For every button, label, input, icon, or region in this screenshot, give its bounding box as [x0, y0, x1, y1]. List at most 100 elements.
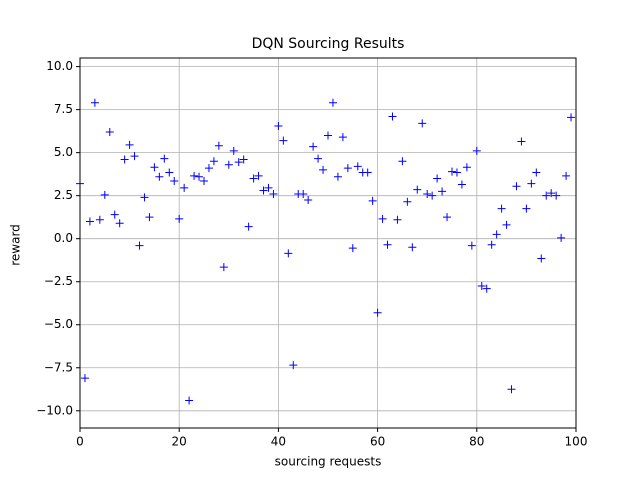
point	[105, 128, 114, 136]
point	[130, 152, 139, 161]
point	[467, 241, 476, 250]
point	[95, 215, 104, 224]
x-tick-label: 40	[271, 435, 286, 449]
x-tick-label: 80	[469, 435, 484, 449]
point	[547, 189, 556, 198]
point	[512, 182, 521, 191]
point	[115, 219, 124, 228]
point	[209, 157, 218, 166]
point	[368, 196, 377, 205]
point	[274, 121, 283, 130]
point	[423, 189, 432, 198]
point	[353, 162, 362, 171]
point	[224, 160, 233, 169]
point	[333, 172, 342, 181]
point	[120, 155, 129, 164]
point	[170, 177, 179, 186]
point	[125, 140, 134, 149]
point	[309, 142, 318, 151]
point	[487, 240, 496, 249]
point	[314, 154, 323, 163]
point	[452, 168, 461, 177]
point	[264, 183, 273, 192]
point	[145, 213, 154, 222]
point	[110, 210, 119, 219]
point	[229, 146, 238, 155]
x-tick-label: 20	[172, 435, 187, 449]
x-tick-label: 60	[370, 435, 385, 449]
point	[507, 385, 516, 394]
point	[542, 191, 551, 200]
point	[195, 172, 204, 181]
axes-frame	[79, 57, 577, 429]
point	[363, 168, 372, 177]
point	[418, 119, 427, 128]
point	[175, 214, 184, 223]
point	[234, 158, 243, 167]
chart-title: DQN Sourcing Results	[252, 36, 405, 52]
point	[497, 204, 506, 213]
point	[219, 263, 228, 272]
point	[140, 193, 149, 202]
point	[532, 168, 541, 177]
point	[448, 167, 456, 176]
point	[279, 136, 288, 145]
y-tick-label: −2.5	[44, 274, 73, 288]
point	[443, 213, 452, 222]
point	[165, 168, 174, 177]
point	[90, 98, 99, 107]
point	[393, 215, 402, 224]
point	[85, 217, 94, 226]
point	[428, 191, 437, 200]
point	[324, 131, 332, 140]
point	[328, 98, 337, 107]
point	[378, 214, 387, 223]
point	[239, 155, 248, 164]
y-tick-label: 0.0	[54, 231, 73, 245]
point	[408, 243, 417, 252]
point	[343, 164, 352, 173]
point	[398, 157, 407, 166]
point	[557, 233, 566, 242]
x-tick-label: 100	[565, 435, 588, 449]
point	[477, 282, 486, 291]
point	[185, 396, 194, 405]
y-tick-label: 7.5	[54, 102, 73, 116]
point	[482, 284, 491, 293]
point	[254, 171, 263, 180]
point	[204, 164, 213, 173]
point	[403, 197, 412, 206]
y-tick-label: −5.0	[44, 317, 73, 331]
point	[150, 163, 159, 172]
point	[304, 195, 313, 204]
point	[502, 220, 511, 229]
point	[284, 249, 293, 258]
point	[259, 186, 268, 195]
point	[383, 240, 392, 249]
point	[348, 244, 357, 253]
x-tick-label: 0	[76, 435, 84, 449]
point	[338, 133, 347, 142]
point	[552, 191, 561, 200]
point	[457, 180, 466, 189]
point	[537, 254, 546, 263]
point	[180, 183, 189, 192]
point	[190, 171, 199, 180]
y-tick-label: 2.5	[54, 188, 73, 202]
point	[155, 172, 164, 181]
point	[319, 165, 328, 174]
point	[492, 230, 501, 239]
y-tick-label: −7.5	[44, 360, 73, 374]
point	[135, 241, 144, 250]
point	[200, 177, 208, 186]
marks	[76, 98, 576, 405]
point	[433, 174, 442, 183]
y-tick-label: 5.0	[54, 145, 73, 159]
point	[522, 204, 531, 213]
point	[160, 154, 169, 163]
point	[299, 189, 308, 198]
point	[517, 137, 526, 146]
point	[214, 141, 223, 150]
